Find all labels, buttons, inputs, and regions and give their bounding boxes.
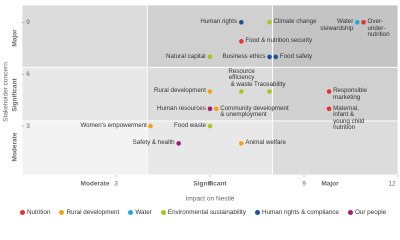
x-zone-label: Major (321, 181, 339, 188)
x-zone-label: Significant (193, 181, 227, 188)
point (148, 123, 153, 129)
legend: Nutrition Rural development Water Environme… (20, 209, 400, 216)
point (239, 20, 244, 25)
zone (21, 120, 148, 176)
point (354, 20, 360, 25)
page: {"chart_data": {"type": "scatter", "x_la… (2, 4, 400, 216)
point (207, 106, 213, 112)
point-label: Human rights (200, 18, 238, 25)
y-tick-label: 9 (26, 19, 30, 26)
x-tick-label: 12 (388, 181, 396, 188)
point-label: Resource efficiency & waste (228, 67, 255, 88)
point (267, 54, 272, 60)
x-tick-label: 6 (208, 181, 212, 188)
legend-swatch (347, 210, 353, 215)
y-axis-title: Stakeholder concern (3, 62, 10, 122)
point (326, 89, 332, 94)
point-label: Business ethics (222, 52, 266, 60)
y-zone-label: Significant (12, 78, 19, 112)
point (207, 54, 213, 60)
legend-label: Environmental sustainability (167, 209, 246, 216)
point-label: Climate change (273, 18, 317, 25)
zone (21, 4, 148, 68)
legend-label: Rural development (66, 209, 120, 216)
zone (272, 66, 399, 122)
point-label: Traceability (254, 80, 286, 88)
legend-swatch (59, 210, 65, 215)
chart: 3 6 9 12 3 6 9 Moderate Significant Major Moderate… (3, 4, 399, 203)
zone (272, 4, 399, 68)
point-label: Community development & unemployment (220, 104, 289, 119)
zone (21, 66, 148, 122)
point-label: Water stewardship (320, 18, 354, 32)
legend-item: Human rights & compliance (254, 209, 339, 216)
point (207, 89, 213, 94)
x-tick-label: 3 (114, 181, 118, 188)
point (207, 123, 213, 129)
point (267, 89, 272, 94)
point-label: Natural capital (166, 52, 206, 60)
point (239, 141, 244, 146)
legend-swatch (128, 210, 134, 215)
point-label: Rural development (154, 87, 206, 95)
point-label: Food waste (174, 121, 206, 129)
point (326, 106, 332, 112)
x-axis-title: Impact on Nestlé (186, 196, 235, 203)
point (239, 39, 244, 44)
y-tick-label: 6 (26, 71, 30, 78)
point-label: Animal welfare (245, 139, 286, 147)
point (239, 89, 244, 94)
zone (146, 120, 274, 176)
y-zone-label: Moderate (12, 132, 19, 161)
zone (272, 120, 399, 176)
x-tick-label: 9 (302, 181, 306, 188)
point (213, 106, 219, 112)
legend-swatch (20, 210, 25, 215)
point-label: Responsible marketing (333, 87, 368, 101)
point (176, 141, 181, 146)
point-label: Food & nutrition security (245, 37, 313, 45)
point-label: Food safety (279, 52, 313, 60)
legend-item: Rural development (59, 209, 119, 216)
point (267, 20, 272, 25)
legend-label: Human rights & compliance (261, 209, 339, 216)
legend-item: Environmental sustainability (160, 209, 246, 216)
point (361, 20, 366, 25)
point-label: Over- under- nutrition (367, 18, 390, 39)
y-tick-label: 3 (26, 123, 30, 130)
point-label: Maternal, infant & young child nutrition (333, 104, 365, 132)
point-label: Women's empowerment (80, 121, 147, 129)
legend-label: Water (135, 209, 152, 216)
legend-item: Nutrition (20, 209, 50, 216)
legend-item: Water (128, 209, 152, 216)
legend-label: Nutrition (27, 209, 51, 216)
zone (146, 66, 274, 122)
y-zone-label: Major (12, 29, 19, 47)
point-label: Safety & health (132, 139, 175, 147)
x-zone-label: Moderate (81, 181, 110, 188)
legend-label: Our people (354, 209, 387, 216)
legend-swatch (160, 210, 166, 215)
point-label: Human resources (157, 104, 206, 112)
point (273, 54, 279, 60)
legend-swatch (254, 210, 260, 215)
legend-item: Our people (347, 209, 387, 216)
